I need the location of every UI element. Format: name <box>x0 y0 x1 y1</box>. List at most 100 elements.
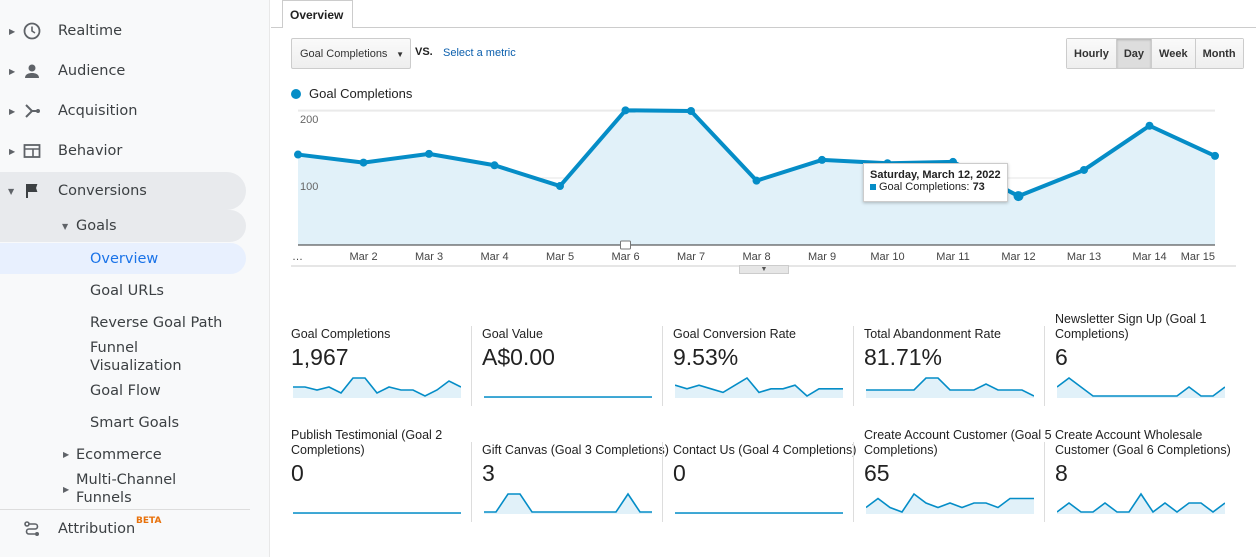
tooltip-title: Saturday, March 12, 2022 <box>870 169 1001 181</box>
area-fill <box>298 110 1215 245</box>
chart-resize-handle[interactable]: ▼ <box>739 265 789 274</box>
metric-tile[interactable]: Contact Us (Goal 4 Completions) 0 <box>673 428 864 528</box>
tile-divider <box>662 326 663 406</box>
x-tick-label: Mar 7 <box>677 251 705 263</box>
sidebar-item-label: Conversions <box>58 183 147 199</box>
data-point[interactable] <box>425 149 433 158</box>
sidebar-item-label: Goal Flow <box>90 382 161 399</box>
sidebar-item-acquisition[interactable]: ▶ Acquisition <box>0 92 246 130</box>
data-point[interactable] <box>490 161 499 170</box>
data-point[interactable] <box>752 176 761 185</box>
sidebar-item-realtime[interactable]: ▶ Realtime <box>0 12 246 50</box>
metric-label: Contact Us (Goal 4 Completions) <box>673 443 857 457</box>
y-tick-label: 200 <box>300 114 318 126</box>
metric-value: 81.71% <box>864 344 943 370</box>
data-point[interactable] <box>621 106 630 115</box>
person-icon <box>22 61 42 81</box>
data-point[interactable] <box>1211 151 1219 160</box>
metric-tile[interactable]: Goal Completions 1,967 <box>291 312 482 412</box>
sidebar-item-label: Attribution <box>58 521 136 537</box>
sidebar-item-label: Realtime <box>58 23 123 39</box>
data-point[interactable] <box>359 158 368 167</box>
metric-value: 8 <box>1055 460 1068 486</box>
metric-tile[interactable]: Create Account Wholesale Customer (Goal … <box>1055 428 1246 528</box>
caret-right-icon: ▶ <box>63 450 70 459</box>
chart-tooltip: Saturday, March 12, 2022 Goal Completion… <box>863 163 1008 202</box>
x-tick-label: Mar 2 <box>349 251 377 263</box>
tab-overview[interactable]: Overview <box>282 0 353 28</box>
sidebar-item-goal-urls[interactable]: Goal URLs <box>0 275 246 306</box>
behavior-icon <box>22 141 42 161</box>
chart-legend[interactable]: Goal Completions <box>291 86 412 101</box>
tile-divider <box>853 326 854 406</box>
period-week-button[interactable]: Week <box>1151 39 1195 68</box>
sparkline <box>866 377 1034 398</box>
tile-divider <box>1044 326 1045 406</box>
sparkline <box>866 492 1034 514</box>
beta-badge: BETA <box>136 516 162 526</box>
metric-label: Total Abandonment Rate <box>864 327 1001 341</box>
data-point[interactable] <box>1145 121 1154 130</box>
sidebar-item-label: Acquisition <box>58 103 138 119</box>
tile-divider <box>471 442 472 522</box>
metric-tile[interactable]: Gift Canvas (Goal 3 Completions) 3 <box>482 428 673 528</box>
divider <box>0 509 250 510</box>
metric-tile[interactable]: Goal Value A$0.00 <box>482 312 673 412</box>
sidebar-item-reverse-goal-path[interactable]: Reverse Goal Path <box>0 307 246 338</box>
legend-label: Goal Completions <box>309 86 413 101</box>
data-point[interactable] <box>1080 165 1088 174</box>
metric-label: Goal Completions <box>291 327 391 341</box>
period-month-button[interactable]: Month <box>1194 39 1243 68</box>
data-point[interactable] <box>818 155 826 164</box>
goal-completions-chart[interactable]: 100 200 … Mar 2 Mar 3 Mar 4 Mar 5 Mar 6 Mar 7 Mar… <box>271 100 1256 270</box>
tab-bar-line <box>271 27 1256 28</box>
x-tick-label: Mar 14 <box>1132 251 1166 263</box>
metric-tile[interactable]: Publish Testimonial (Goal 2 Completions)… <box>291 428 482 528</box>
data-point[interactable] <box>556 182 564 191</box>
data-point[interactable] <box>1013 191 1024 202</box>
sidebar-item-smart-goals[interactable]: Smart Goals <box>0 407 246 438</box>
period-day-button[interactable]: Day <box>1115 39 1152 68</box>
sidebar-item-ecommerce[interactable]: ▶ Ecommerce <box>0 439 246 470</box>
metric-label: Create Account Wholesale Customer (Goal … <box>1055 428 1231 457</box>
tile-divider <box>471 326 472 406</box>
sidebar-item-funnel-visualization[interactable]: Funnel Visualization <box>0 339 246 375</box>
period-hourly-button[interactable]: Hourly <box>1067 39 1116 68</box>
sidebar-item-audience[interactable]: ▶ Audience <box>0 52 246 90</box>
sidebar-item-behavior[interactable]: ▶ Behavior <box>0 132 246 170</box>
metric-value: 65 <box>864 460 890 486</box>
caret-down-icon: ▼ <box>8 186 15 196</box>
sidebar: ▶ Realtime ▶ Audience ▶ Acquisition ▶ Be… <box>0 0 270 557</box>
metric-tile[interactable]: Goal Conversion Rate 9.53% <box>673 312 864 412</box>
metric-value: 6 <box>1055 344 1068 370</box>
caret-right-icon: ▶ <box>9 106 16 116</box>
sidebar-item-conversions[interactable]: ▼ Conversions <box>0 172 246 210</box>
metric-label: Goal Conversion Rate <box>673 327 796 341</box>
metric-dropdown[interactable]: Goal Completions ▼ <box>291 38 411 69</box>
caret-down-icon: ▼ <box>62 221 69 231</box>
metric-label: Create Account Customer (Goal 5 Completi… <box>864 428 1052 457</box>
sidebar-item-goal-flow[interactable]: Goal Flow <box>0 375 246 406</box>
x-tick-label: Mar 3 <box>415 251 443 263</box>
metric-tile[interactable]: Newsletter Sign Up (Goal 1 Completions) 6 <box>1055 312 1246 412</box>
sidebar-item-label: Goals <box>76 218 117 234</box>
sidebar-item-label: Funnel Visualization <box>90 340 182 374</box>
x-tick-label: Mar 5 <box>546 251 574 263</box>
data-point[interactable] <box>687 107 695 115</box>
sparkline <box>293 512 461 514</box>
y-tick-label: 100 <box>300 181 318 193</box>
sparkline <box>1057 492 1225 514</box>
select-metric-link[interactable]: Select a metric <box>443 47 516 59</box>
sidebar-item-goals[interactable]: ▼ Goals <box>0 210 246 242</box>
metric-tile[interactable]: Total Abandonment Rate 81.71% <box>864 312 1055 412</box>
sidebar-item-label: Smart Goals <box>90 414 180 431</box>
annotation-icon[interactable] <box>620 240 631 250</box>
sidebar-item-overview[interactable]: Overview <box>0 243 246 274</box>
data-point[interactable] <box>294 150 302 159</box>
sidebar-item-multi-channel-funnels[interactable]: ▶ Multi-Channel Funnels <box>0 471 246 507</box>
sidebar-item-attribution[interactable]: Attribution BETA <box>0 510 246 548</box>
chevron-down-icon: ▼ <box>396 50 404 59</box>
metric-tile[interactable]: Create Account Customer (Goal 5 Completi… <box>864 428 1055 528</box>
acquisition-icon <box>22 101 42 121</box>
clock-icon <box>22 21 42 41</box>
